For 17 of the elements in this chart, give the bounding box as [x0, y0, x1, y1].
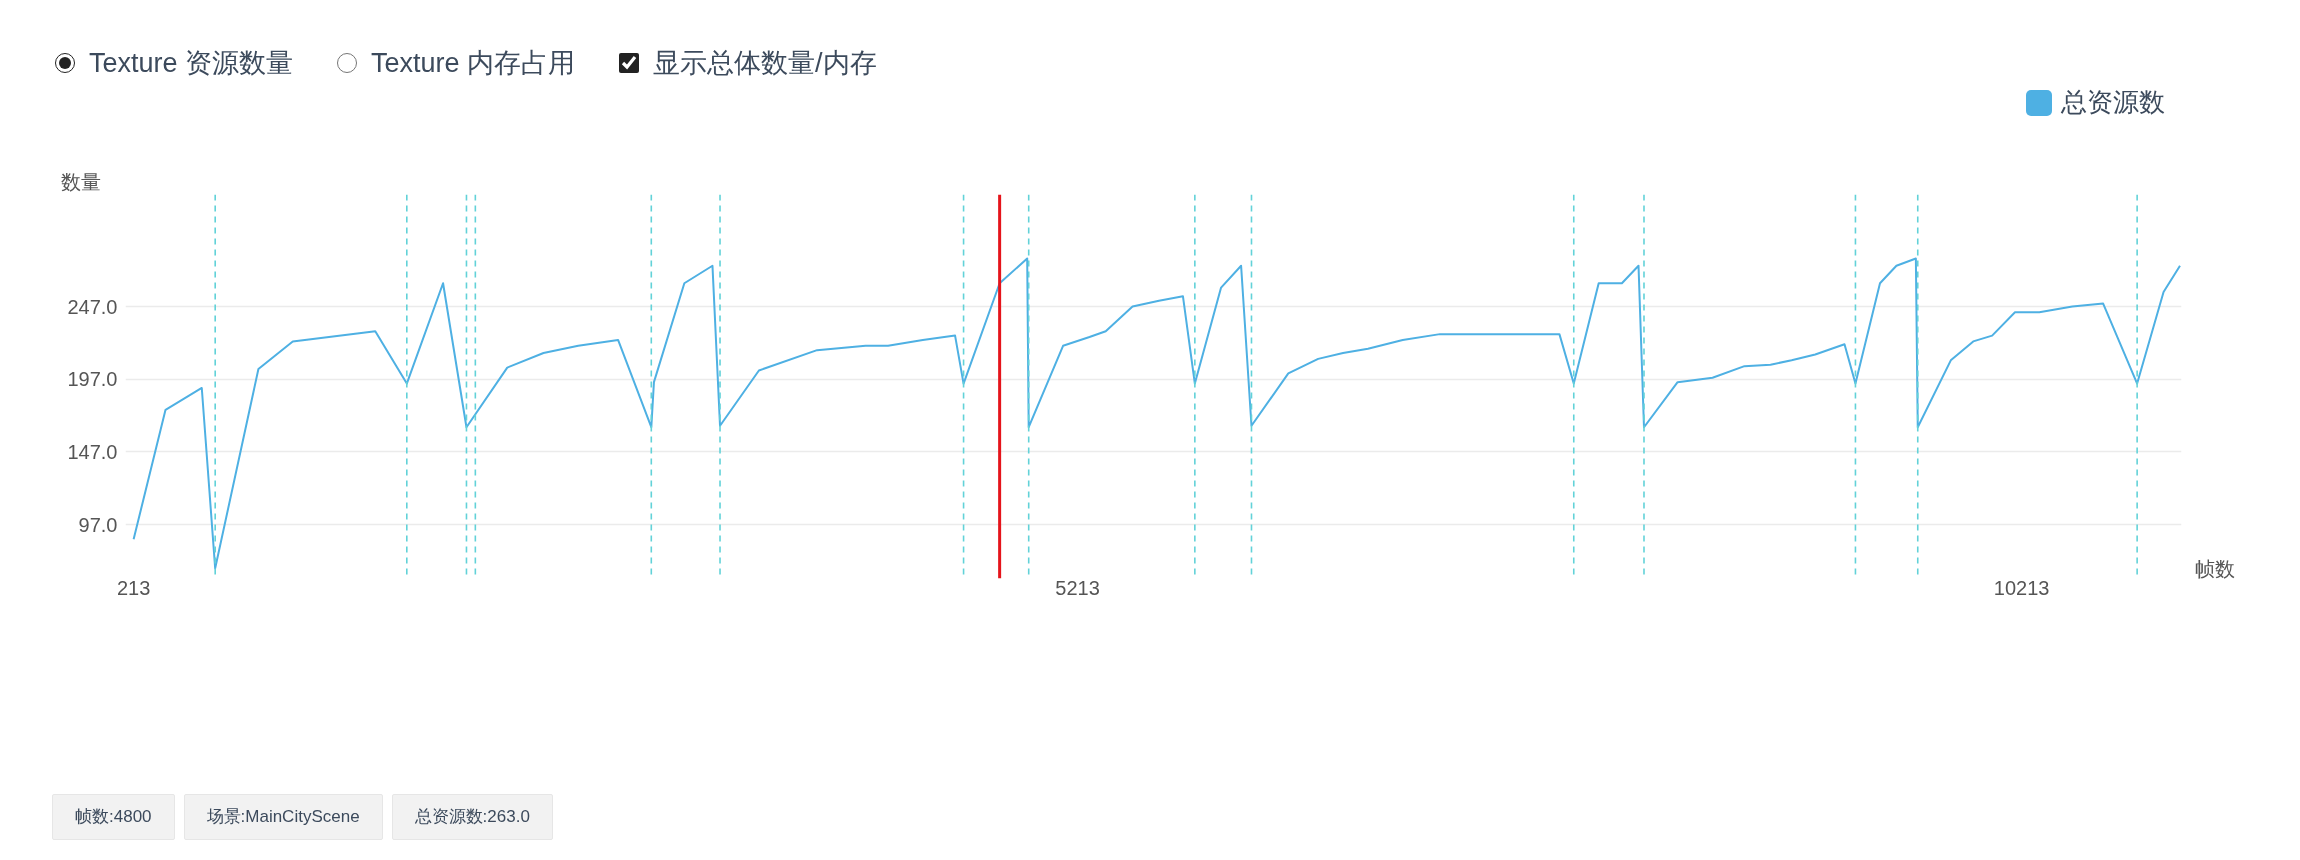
x-tick-label: 10213 — [1993, 576, 2050, 599]
text: 总资源数:263.0 — [391, 794, 553, 841]
legend-label: 总资源数 — [2061, 86, 2165, 119]
x-tick-label: 5213 — [1055, 576, 1100, 599]
text: Texture 资源数量 — [89, 47, 294, 80]
text: 场景:MainCityScene — [183, 794, 383, 841]
y-tick-label: 97.0 — [78, 513, 118, 536]
x-tick-label: 213 — [116, 576, 151, 599]
text: 显示总体数量/内存 — [653, 47, 877, 80]
y-tick-label: 247.0 — [67, 295, 118, 318]
x-axis-title: 帧数 — [2195, 557, 2235, 582]
line-series — [132, 257, 2181, 570]
text: Texture 内存占用 — [371, 47, 576, 80]
y-tick-label: 147.0 — [67, 440, 118, 463]
y-tick-label: 197.0 — [67, 368, 118, 391]
text: 帧数:4800 — [52, 794, 175, 841]
y-axis-title: 数量 — [60, 170, 101, 193]
